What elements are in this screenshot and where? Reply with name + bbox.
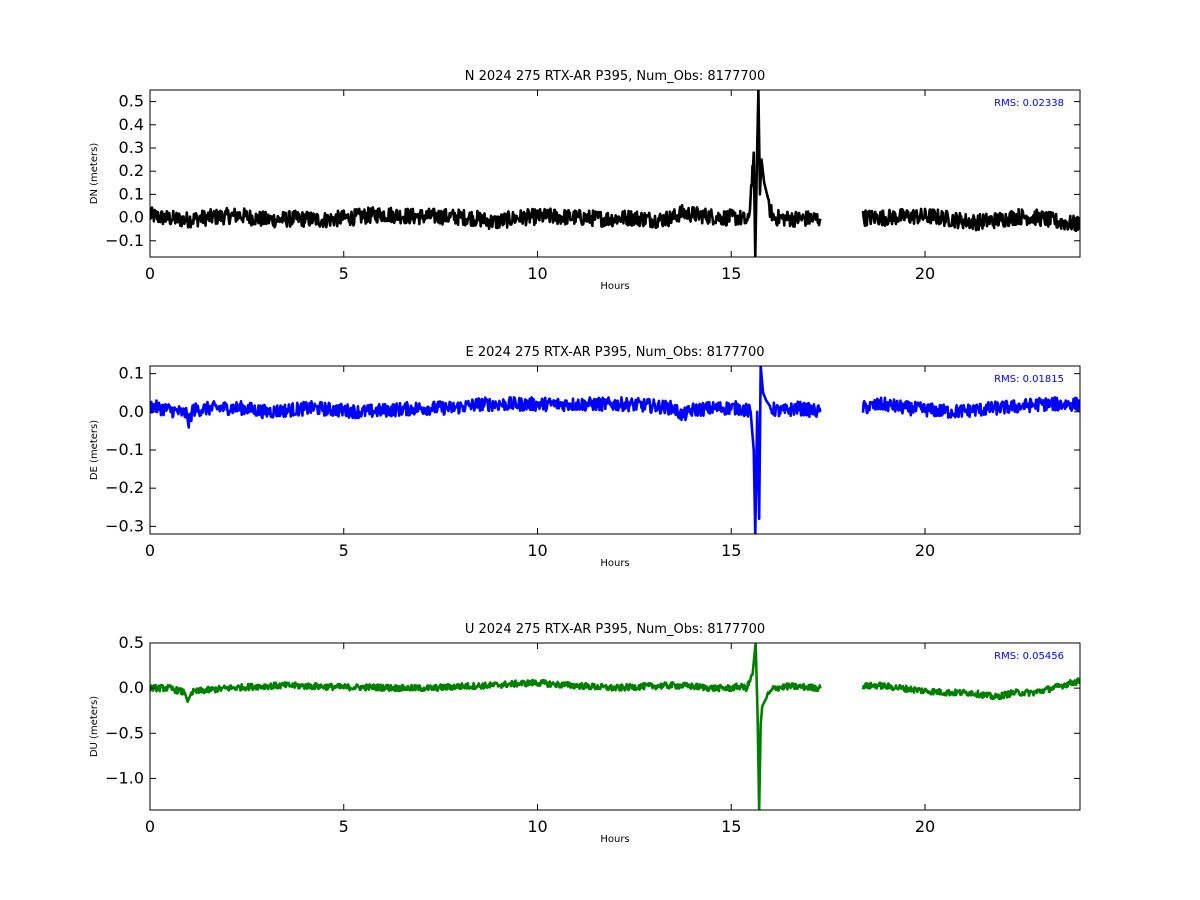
y-axis-label: DN (meters) bbox=[89, 143, 100, 205]
series-line bbox=[150, 90, 1080, 257]
y-tick-label: 0.1 bbox=[119, 184, 144, 203]
y-axis-label: DE (meters) bbox=[89, 420, 100, 480]
y-tick-label: −0.3 bbox=[105, 516, 144, 535]
x-tick-label: 5 bbox=[339, 264, 349, 283]
x-tick-label: 0 bbox=[145, 541, 155, 560]
y-tick-label: −0.5 bbox=[105, 723, 144, 742]
axes-frame bbox=[149, 642, 1081, 811]
y-tick-label: −1.0 bbox=[105, 768, 144, 787]
rms-annotation: RMS: 0.02338 bbox=[994, 98, 1064, 109]
x-tick-label: 5 bbox=[339, 541, 349, 560]
x-axis-label: Hours bbox=[600, 834, 629, 845]
y-tick-label: 0.0 bbox=[119, 208, 144, 227]
x-tick-label: 20 bbox=[915, 817, 935, 836]
y-tick-label: −0.1 bbox=[105, 440, 144, 459]
x-tick-label: 15 bbox=[721, 541, 741, 560]
panel-north: 0 5 10 15 20 −0.1 0.0 0.1 0.2 0.3 0.4 0.5 N 2024 275… bbox=[89, 69, 1081, 292]
y-tick-label: 0.0 bbox=[119, 678, 144, 697]
x-tick-label: 0 bbox=[145, 264, 155, 283]
panel-east: 0 5 10 15 20 −0.3 −0.2 −0.1 0.0 0.1 E 2024 275 RTX… bbox=[89, 345, 1081, 569]
x-tick-label: 10 bbox=[527, 264, 547, 283]
y-tick-label: 0.5 bbox=[119, 633, 144, 652]
x-tick-label: 15 bbox=[721, 264, 741, 283]
y-tick-label: −0.2 bbox=[105, 478, 144, 497]
y-tick-label: 0.2 bbox=[119, 161, 144, 180]
panel-up: 0 5 10 15 20 −1.0 −0.5 0.0 0.5 U 2024 275 RTX-AR … bbox=[89, 622, 1081, 845]
y-tick-label: 0.3 bbox=[119, 138, 144, 157]
series-line bbox=[150, 643, 1080, 810]
x-axis-label: Hours bbox=[600, 281, 629, 292]
x-tick-label: 15 bbox=[721, 817, 741, 836]
x-tick-label: 0 bbox=[145, 817, 155, 836]
x-axis-label: Hours bbox=[600, 558, 629, 569]
y-tick-label: 0.5 bbox=[119, 92, 144, 111]
y-tick-label: 0.4 bbox=[119, 115, 144, 134]
y-axis-label: DU (meters) bbox=[89, 696, 100, 757]
y-tick-label: 0.1 bbox=[119, 364, 144, 383]
panel-title: E 2024 275 RTX-AR P395, Num_Obs: 8177700 bbox=[466, 345, 765, 360]
x-tick-label: 5 bbox=[339, 817, 349, 836]
y-tick-label: 0.0 bbox=[119, 402, 144, 421]
x-tick-label: 20 bbox=[915, 264, 935, 283]
y-tick-label: −0.1 bbox=[105, 231, 144, 250]
rms-annotation: RMS: 0.05456 bbox=[994, 651, 1064, 662]
panel-title: U 2024 275 RTX-AR P395, Num_Obs: 8177700 bbox=[465, 622, 765, 637]
panel-title: N 2024 275 RTX-AR P395, Num_Obs: 8177700 bbox=[465, 69, 765, 84]
x-tick-label: 10 bbox=[527, 817, 547, 836]
x-tick-label: 10 bbox=[527, 541, 547, 560]
x-tick-label: 20 bbox=[915, 541, 935, 560]
rms-annotation: RMS: 0.01815 bbox=[994, 374, 1064, 385]
axes-frame bbox=[149, 89, 1081, 258]
series-line bbox=[150, 366, 1080, 534]
